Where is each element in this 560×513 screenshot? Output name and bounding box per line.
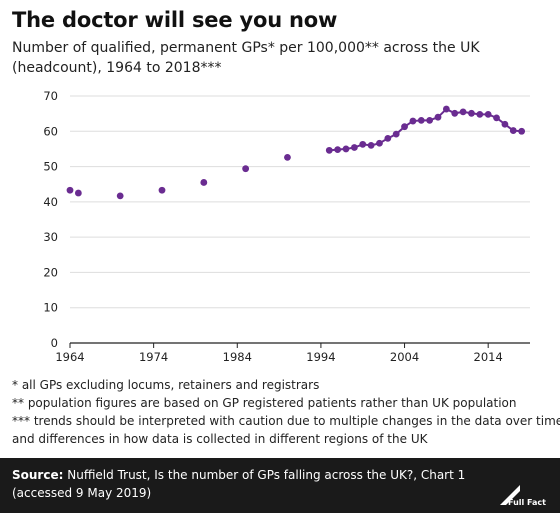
source-detail: Nuffield Trust, Is the number of GPs fal… [12,468,466,500]
source-footer: Source: Nuffield Trust, Is the number of… [0,458,560,513]
logo-mark-icon [500,485,520,505]
data-point [442,105,450,113]
gp-chart: 0 10 20 30 40 50 60 70 1964 1974 1984 1994 2004 2014 [43,89,530,364]
x-tick-label: 1984 [223,350,252,364]
y-tick-label: 60 [43,124,58,138]
data-point [66,186,74,194]
data-point [518,127,526,135]
data-point [468,109,475,117]
footnote-3: *** trends should be interpreted with ca… [12,414,560,428]
y-tick-label: 10 [43,301,58,315]
logo-text: Full Fact [508,498,546,507]
data-point [376,139,383,147]
footnote-2: ** population figures are based on GP re… [12,396,517,410]
full-fact-logo: Full Fact [498,481,546,507]
data-point [401,123,408,131]
data-point [417,116,425,124]
x-tick-label: 1994 [306,350,335,364]
data-point [484,110,492,118]
data-point [74,189,82,197]
data-point [426,116,434,124]
footnote-4: and differences in how data is collected… [12,432,428,446]
source-label: Source: [12,468,64,482]
y-tick-label: 70 [43,89,58,103]
data-point [350,144,358,151]
y-tick-label: 50 [43,160,58,174]
y-tick-label: 0 [51,336,58,350]
data-point [200,179,208,186]
x-tick-label: 2014 [474,350,503,364]
data-point [359,140,367,148]
data-point [434,113,442,121]
data-point [459,108,467,116]
x-tick-label: 1974 [139,350,168,364]
data-point [342,145,350,153]
data-point [409,117,417,125]
x-tick-label: 1964 [55,350,84,364]
y-tick-label: 30 [43,230,58,244]
source-text: Source: Nuffield Trust, Is the number of… [12,466,482,502]
data-point [476,110,484,118]
y-tick-label: 20 [43,265,58,279]
data-point [509,127,517,134]
data-point [158,186,166,194]
data-point [334,146,342,154]
data-point [493,114,500,122]
data-point [116,192,124,200]
data-point [501,120,509,128]
y-tick-label: 40 [43,195,58,209]
data-point [367,142,375,149]
footnote-1: * all GPs excluding locums, retainers an… [12,378,320,392]
data-point [384,134,392,142]
x-tick-label: 2004 [390,350,419,364]
series-line [329,107,522,152]
chart-subtitle: Number of qualified, permanent GPs* per … [12,40,480,76]
data-point [325,146,333,154]
footnotes: * all GPs excluding locums, retainers an… [12,376,560,448]
data-point [242,165,250,173]
data-point [451,109,459,117]
data-point [392,130,400,138]
data-point [284,153,291,161]
chart-title: The doctor will see you now [12,8,338,32]
